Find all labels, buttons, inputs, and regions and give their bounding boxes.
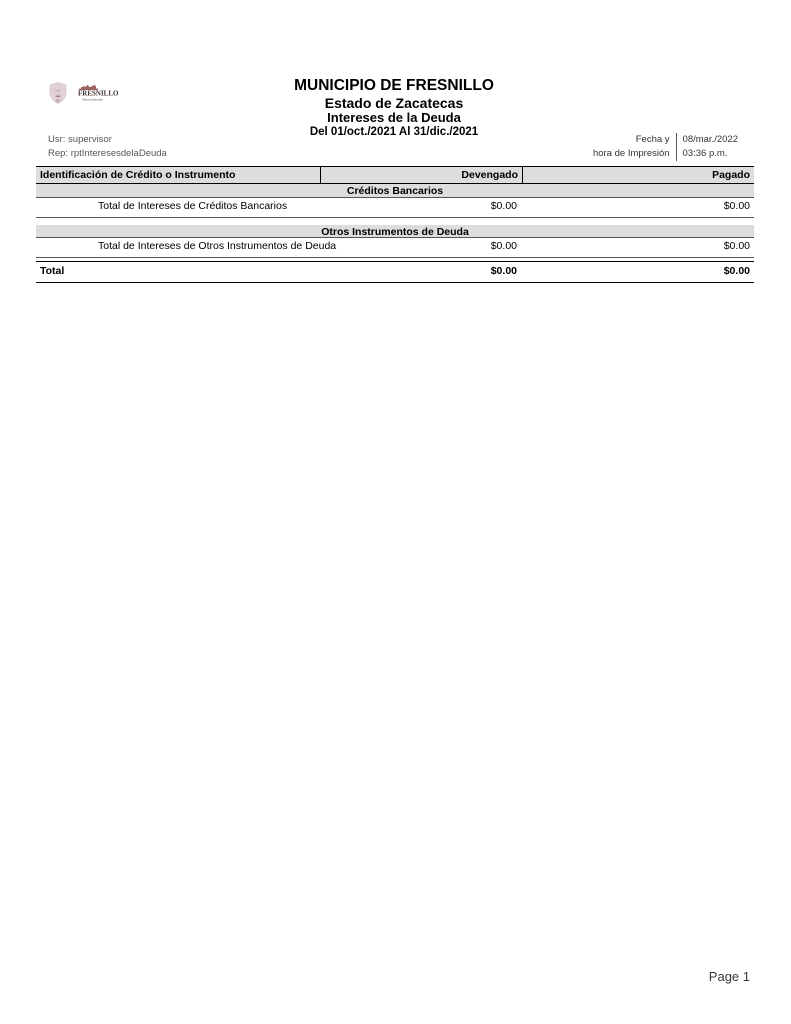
svg-text:FRESNILLO: FRESNILLO [78, 90, 119, 98]
svg-text:Tierra Querida: Tierra Querida [82, 98, 103, 102]
svg-text:1917: 1917 [55, 100, 61, 102]
